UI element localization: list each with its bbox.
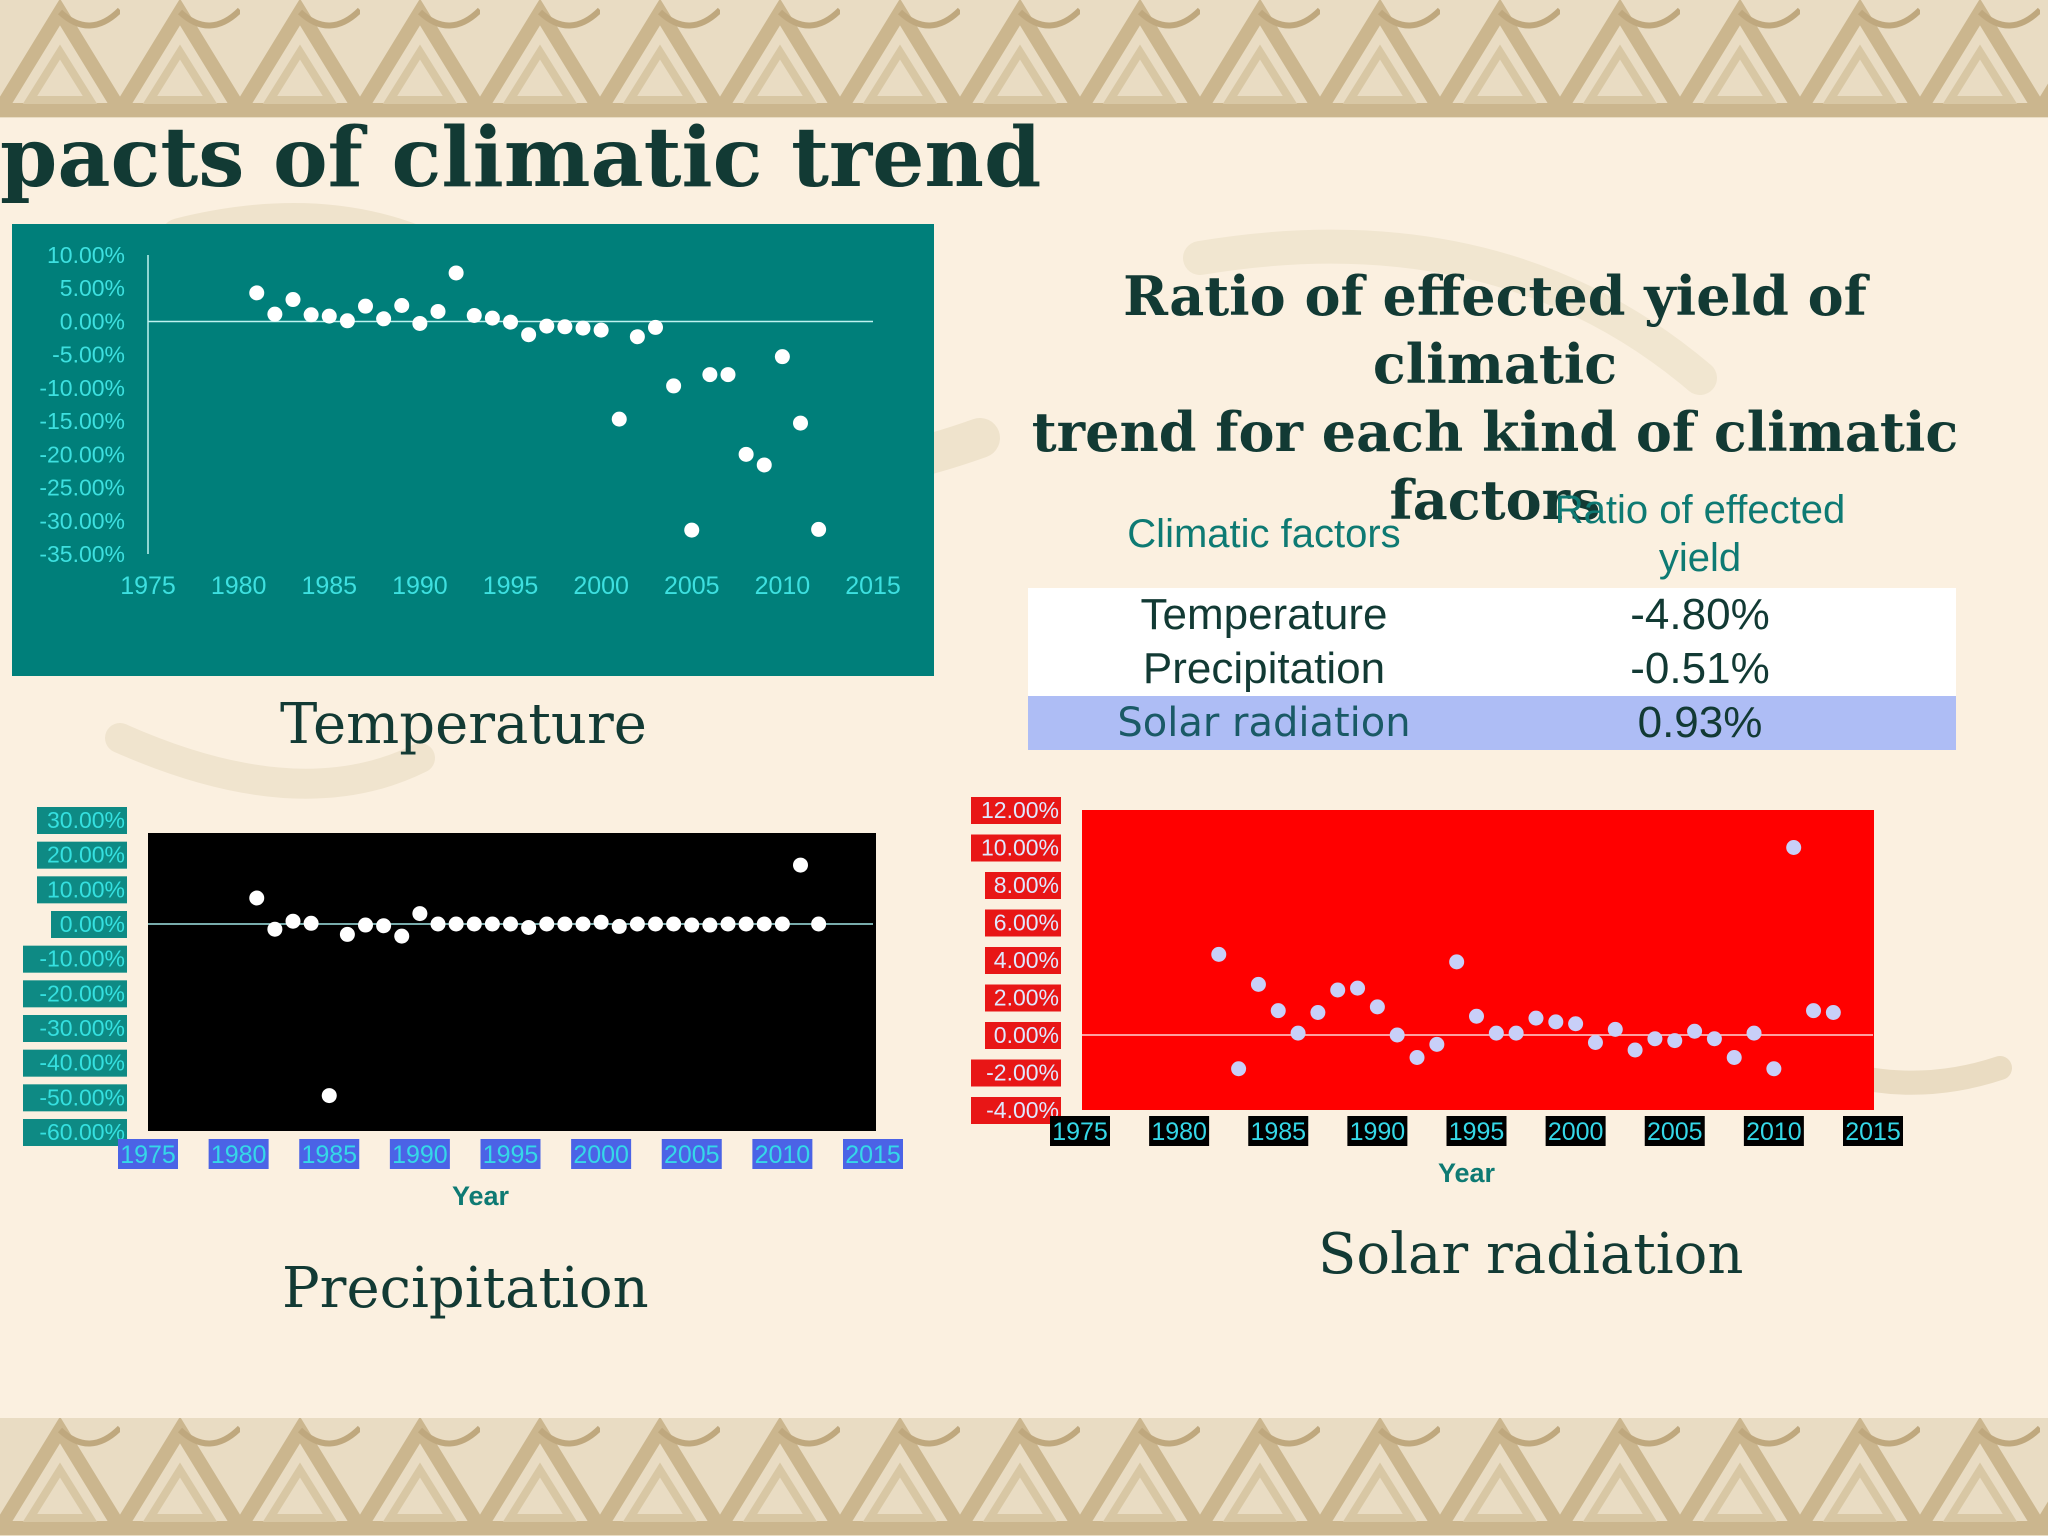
table-row-temperature: Temperature -4.80% [1028, 588, 1956, 642]
table-title: Ratio of effected yield of climatic tren… [1000, 262, 1990, 534]
header-ratio-line-1: Ratio of effected [1554, 488, 1846, 532]
ornamental-top-band [0, 0, 2048, 118]
header-ratio-line-2: yield [1658, 536, 1742, 580]
table-title-line-1: Ratio of effected yield of climatic [1123, 264, 1867, 396]
table-row-solar-radiation: Solar radiation 0.93% [1028, 696, 1956, 750]
table-row-precipitation: Precipitation -0.51% [1028, 642, 1956, 696]
table-title-line-2: trend for each kind of climatic factors [1031, 400, 1959, 532]
ratio-cell: -4.80% [1630, 590, 1770, 639]
caption-precipitation: Precipitation [282, 1256, 649, 1321]
factor-cell: Temperature [1140, 590, 1388, 639]
ratio-cell: -0.51% [1630, 644, 1770, 693]
caption-solar-radiation: Solar radiation [1318, 1222, 1744, 1287]
factor-cell: Precipitation [1142, 644, 1386, 693]
ornamental-bottom-band [0, 1418, 2048, 1536]
slide-title: pacts of climatic trend [0, 110, 1042, 206]
header-climatic-factors: Climatic factors [1127, 512, 1401, 556]
header-ratio: Ratio of effected yield [1500, 486, 1900, 582]
factor-cell: Solar radiation [1117, 700, 1411, 746]
caption-temperature: Temperature [280, 692, 647, 757]
ratio-cell: 0.93% [1637, 698, 1763, 747]
